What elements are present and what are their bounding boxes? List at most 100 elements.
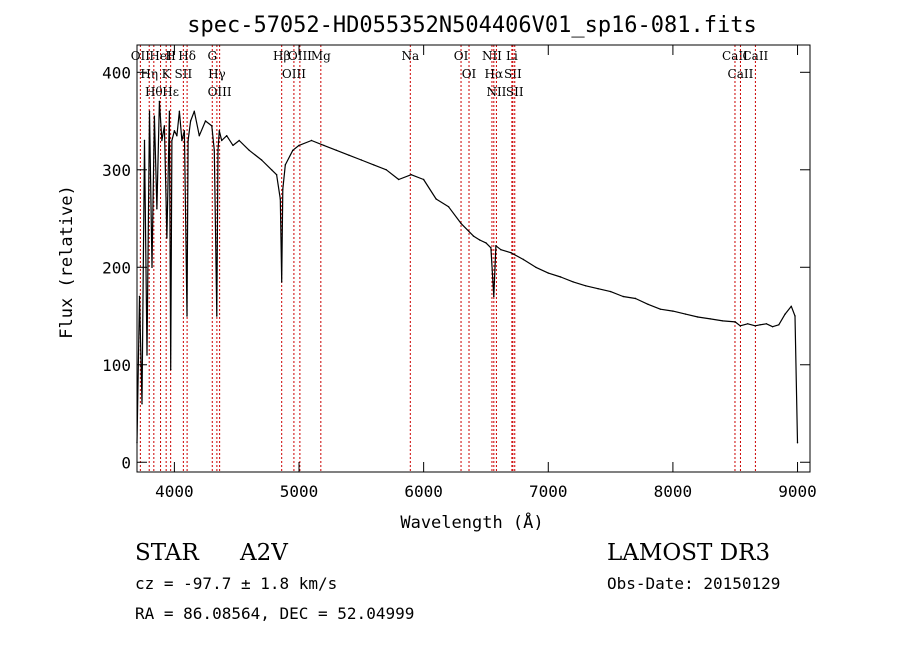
data-point (739, 325, 741, 327)
data-point (213, 149, 215, 151)
data-point (281, 281, 283, 283)
data-point (460, 222, 462, 225)
marker-label-3-0: HeI (149, 49, 172, 63)
data-point (472, 235, 475, 237)
data-point (176, 135, 178, 137)
data-point (270, 169, 273, 171)
data-point (275, 174, 278, 176)
x-tick-label-4: 8000 (654, 482, 693, 501)
data-point (485, 242, 487, 244)
marker-label-14-0: Mg (311, 49, 331, 63)
data-point (141, 403, 143, 405)
y-tick-label-0: 0 (121, 453, 131, 472)
x-axis-label: Wavelength (Å) (400, 511, 543, 533)
data-point (479, 239, 481, 241)
data-point (794, 315, 796, 317)
marker-label-0-0: OII (131, 49, 151, 63)
data-point (560, 276, 562, 278)
data-point (143, 139, 146, 142)
data-point (747, 323, 749, 325)
data-point (447, 206, 450, 208)
marker-label-25-0: CaII (728, 67, 754, 81)
data-point (323, 144, 325, 147)
data-point (173, 130, 176, 132)
data-point (248, 149, 250, 151)
data-point (493, 295, 495, 298)
x-tick-label-1: 5000 (280, 482, 319, 501)
data-point (771, 326, 774, 328)
data-point (211, 125, 213, 127)
data-point (778, 324, 780, 326)
marker-label-16-0: OI (454, 49, 469, 63)
data-point (597, 288, 599, 290)
x-tick-label-0: 4000 (155, 482, 194, 501)
marker-label-17-0: OI (462, 67, 477, 81)
data-point (158, 100, 161, 103)
data-point (609, 290, 612, 293)
data-point (672, 310, 674, 312)
data-point (697, 316, 699, 318)
chart-title: spec-57052-HD055352N504406V01_sp16-081.f… (187, 13, 757, 38)
data-point (221, 139, 223, 142)
data-point (298, 144, 300, 147)
data-point (348, 154, 350, 156)
data-point (335, 149, 338, 151)
marker-label-18-0: NII (482, 49, 502, 63)
data-point (495, 245, 497, 247)
data-point (310, 139, 313, 142)
survey-name: LAMOST DR3 (607, 540, 771, 566)
data-point (282, 188, 284, 190)
marker-label-26-0: CaII (742, 49, 768, 63)
coordinates: RA = 86.08564, DEC = 52.04999 (135, 604, 415, 623)
data-point (754, 325, 756, 327)
y-axis-label: Flux (relative) (57, 185, 77, 339)
marker-label-5-0: Hε (162, 85, 179, 99)
data-point (385, 169, 387, 171)
data-point (178, 110, 181, 113)
data-point (422, 178, 425, 181)
data-point (156, 208, 158, 210)
data-point (292, 149, 294, 151)
data-point (522, 258, 525, 261)
marker-label-10-0: OIII (208, 85, 232, 99)
data-point (796, 442, 799, 444)
x-tick-label-3: 7000 (529, 482, 568, 501)
data-point (572, 281, 574, 283)
data-point (765, 323, 768, 325)
data-point (410, 174, 412, 176)
data-point (279, 198, 281, 200)
marker-label-13-0: OIII (288, 49, 312, 63)
data-point (217, 149, 219, 151)
data-point (170, 368, 172, 371)
data-point (684, 313, 687, 315)
data-point (435, 198, 437, 200)
data-point (535, 266, 537, 268)
y-tick-label-4: 400 (102, 63, 131, 82)
x-tick-label-5: 9000 (778, 482, 817, 501)
data-point (153, 115, 156, 117)
data-point (148, 110, 151, 113)
object-type: STAR (135, 540, 199, 566)
marker-label-12-0: OIII (282, 67, 306, 81)
data-point (218, 130, 220, 132)
data-point (490, 247, 492, 249)
data-point (198, 135, 200, 137)
data-point (232, 144, 234, 147)
data-point (187, 139, 189, 142)
data-point (373, 164, 375, 166)
marker-label-20-0: NII (486, 85, 506, 99)
marker-label-6-0: SII (175, 67, 193, 81)
marker-label-2-0: Hθ (145, 85, 163, 99)
plot-frame (136, 44, 811, 473)
data-point (500, 249, 502, 251)
marker-label-8-0: G (207, 49, 217, 63)
marker-label-22-0: SII (504, 67, 522, 81)
data-point (151, 266, 153, 268)
axis-ticks: 4000 5000 6000 7000 8000 9000 0 100 200 300 400 (102, 45, 817, 501)
marker-label-21-0: Li (506, 49, 518, 63)
data-point (784, 313, 786, 315)
marker-label-7-0: Hδ (178, 49, 196, 63)
data-point (163, 125, 166, 127)
y-tick-label-2: 200 (102, 258, 131, 277)
